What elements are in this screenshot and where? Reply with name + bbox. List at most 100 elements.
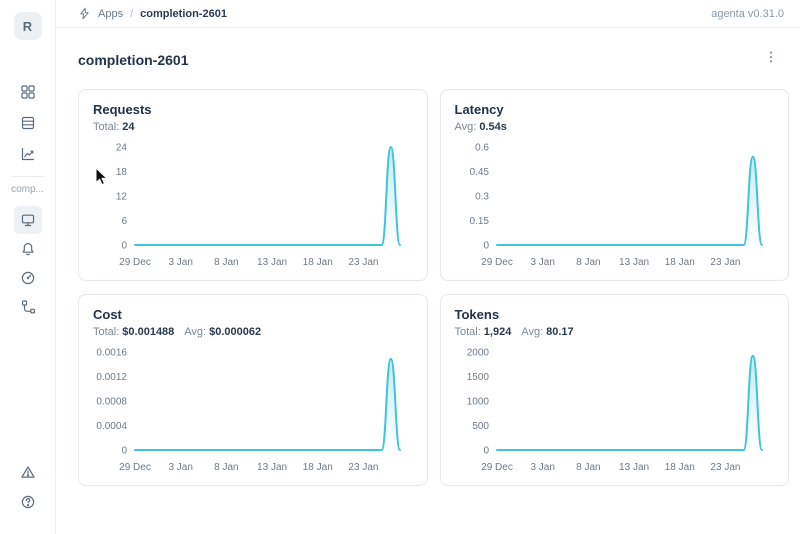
stat-value: 24: [122, 121, 135, 133]
tree-branch-icon: [21, 300, 35, 314]
svg-text:2000: 2000: [466, 348, 489, 359]
kebab-menu-button[interactable]: [764, 50, 778, 69]
app-version-label: agenta v0.31.0: [711, 7, 784, 20]
svg-text:23 Jan: 23 Jan: [348, 257, 378, 268]
registry-table-icon: [21, 116, 34, 130]
main-area: Apps / completion-2601 agenta v0.31.0 co…: [56, 0, 800, 534]
page-title-row: completion-2601: [56, 28, 800, 69]
sidebar-item-observability[interactable]: [14, 264, 42, 292]
svg-text:0: 0: [483, 241, 489, 252]
svg-text:8 Jan: 8 Jan: [576, 462, 600, 473]
svg-text:29 Dec: 29 Dec: [119, 462, 151, 473]
svg-text:29 Dec: 29 Dec: [481, 462, 513, 473]
requests-area-chart[interactable]: 0 6 12 18 24 29 Dec 3 Jan 8 Jan 13 Jan 18 Jan 23 J…: [93, 139, 410, 269]
svg-text:29 Dec: 29 Dec: [481, 257, 513, 268]
card-stats: Total: $0.001488 Avg: $0.000062: [93, 326, 413, 338]
stat-value: $0.000062: [209, 326, 262, 338]
svg-text:18 Jan: 18 Jan: [664, 257, 694, 268]
kebab-menu-icon: [769, 51, 773, 63]
svg-text:0.6: 0.6: [475, 143, 489, 154]
sidebar-item-overview[interactable]: [13, 206, 42, 234]
sidebar-item-help[interactable]: [14, 488, 42, 516]
svg-text:23 Jan: 23 Jan: [348, 462, 378, 473]
latency-area-chart[interactable]: 0 0.15 0.3 0.45 0.6 29 Dec 3 Jan 8 Jan 13 Jan 18 …: [455, 139, 772, 269]
cost-card: Cost Total: $0.001488 Avg: $0.000062 0 0.000…: [78, 294, 428, 486]
stat-label: Avg:: [454, 121, 477, 133]
svg-text:3 Jan: 3 Jan: [530, 462, 554, 473]
svg-text:29 Dec: 29 Dec: [119, 257, 151, 268]
metric-cards-grid: Requests Total: 24 0 6 12 18 24 29 Dec 3 Jan 8 J…: [56, 69, 800, 498]
svg-text:3 Jan: 3 Jan: [168, 257, 192, 268]
breadcrumb-current[interactable]: completion-2601: [140, 7, 227, 20]
svg-text:18 Jan: 18 Jan: [303, 257, 333, 268]
bell-icon: [22, 243, 33, 256]
breadcrumb-apps-link[interactable]: Apps: [98, 7, 124, 20]
svg-text:3 Jan: 3 Jan: [530, 257, 554, 268]
card-title: Cost: [93, 307, 122, 322]
svg-text:0.0004: 0.0004: [96, 421, 127, 432]
sidebar-item-analytics[interactable]: [14, 140, 42, 168]
stat-label: Avg:: [184, 326, 207, 338]
cost-area-chart[interactable]: 0 0.0004 0.0008 0.0012 0.0016 29 Dec 3 Jan 8 Ja…: [93, 344, 410, 474]
sidebar-item-alerts[interactable]: [14, 458, 42, 486]
sidebar: R comp: [0, 0, 56, 534]
svg-text:500: 500: [472, 421, 489, 432]
stat-value: $0.001488: [122, 326, 175, 338]
card-title: Latency: [454, 102, 504, 117]
stat-label: Total:: [454, 326, 481, 338]
tokens-card: Tokens Total: 1,924 Avg: 80.17 0 500 1000 1500…: [439, 294, 789, 486]
svg-text:13 Jan: 13 Jan: [257, 257, 287, 268]
svg-text:0.0012: 0.0012: [96, 372, 127, 383]
svg-text:23 Jan: 23 Jan: [710, 257, 740, 268]
svg-text:0: 0: [121, 446, 127, 457]
alert-triangle-icon: [20, 466, 35, 478]
stat-value: 0.54s: [479, 121, 507, 133]
svg-text:18 Jan: 18 Jan: [664, 462, 694, 473]
svg-text:0: 0: [483, 446, 489, 457]
stat-label: Total:: [93, 326, 120, 338]
card-stats: Avg: 0.54s: [455, 121, 775, 133]
svg-text:8 Jan: 8 Jan: [576, 257, 600, 268]
sidebar-nav-app: [13, 206, 42, 321]
app-name-label: comp...: [11, 184, 44, 195]
svg-text:13 Jan: 13 Jan: [257, 462, 287, 473]
sidebar-divider: [11, 176, 44, 177]
stat-value: 1,924: [483, 326, 512, 338]
bolt-icon: [80, 7, 89, 20]
workspace-avatar[interactable]: R: [13, 12, 42, 40]
svg-text:24: 24: [116, 143, 128, 154]
sidebar-item-apps[interactable]: [14, 78, 42, 106]
svg-text:13 Jan: 13 Jan: [619, 462, 649, 473]
breadcrumb-separator: /: [130, 7, 134, 20]
sidebar-item-traces[interactable]: [14, 293, 42, 321]
help-circle-icon: [21, 495, 34, 509]
sidebar-item-notifications[interactable]: [14, 235, 42, 263]
top-header: Apps / completion-2601 agenta v0.31.0: [56, 0, 800, 28]
svg-text:8 Jan: 8 Jan: [214, 462, 238, 473]
svg-text:8 Jan: 8 Jan: [214, 257, 238, 268]
svg-text:0: 0: [121, 241, 127, 252]
svg-text:3 Jan: 3 Jan: [168, 462, 192, 473]
sidebar-footer: [14, 458, 42, 534]
stat-label: Avg:: [521, 326, 544, 338]
stat-value: 80.17: [546, 326, 574, 338]
svg-text:1500: 1500: [466, 372, 489, 383]
card-stats: Total: 24: [93, 121, 413, 133]
tokens-area-chart[interactable]: 0 500 1000 1500 2000 29 Dec 3 Jan 8 Jan 13 Jan 18…: [455, 344, 772, 474]
svg-text:1000: 1000: [466, 397, 489, 408]
svg-text:18 Jan: 18 Jan: [303, 462, 333, 473]
card-title: Tokens: [454, 307, 500, 322]
page-title: completion-2601: [78, 51, 189, 68]
latency-card: Latency Avg: 0.54s 0 0.15 0.3 0.45 0.6 29 Dec 3…: [439, 89, 789, 281]
apps-grid-icon: [20, 85, 35, 99]
svg-text:23 Jan: 23 Jan: [710, 462, 740, 473]
svg-text:0.0008: 0.0008: [96, 397, 127, 408]
sidebar-item-registry[interactable]: [14, 109, 42, 137]
monitor-icon: [21, 214, 34, 227]
svg-text:18: 18: [116, 167, 128, 178]
card-title: Requests: [93, 102, 152, 117]
sidebar-nav-top: [14, 78, 42, 168]
svg-text:13 Jan: 13 Jan: [619, 257, 649, 268]
gauge-icon: [21, 271, 34, 285]
